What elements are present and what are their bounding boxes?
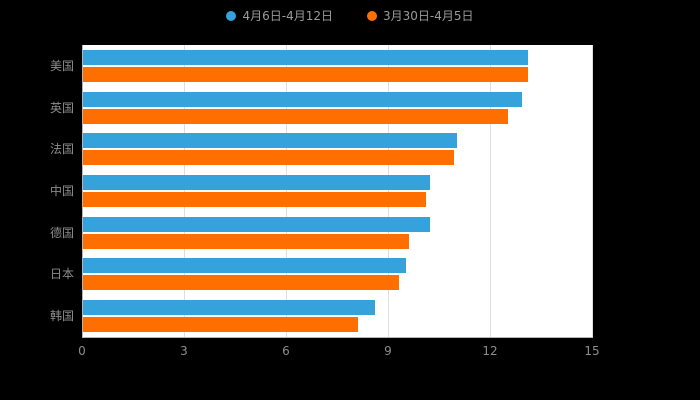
bar bbox=[83, 133, 457, 148]
bar bbox=[83, 50, 528, 65]
bar bbox=[83, 317, 358, 332]
x-tick-label: 9 bbox=[384, 344, 392, 358]
legend-marker-blue-icon bbox=[226, 10, 237, 21]
x-tick-label: 12 bbox=[482, 344, 498, 358]
gridline bbox=[592, 45, 593, 337]
x-tick-label: 15 bbox=[584, 344, 600, 358]
y-category-label: 英国 bbox=[49, 101, 74, 115]
y-category-label: 中国 bbox=[49, 184, 74, 198]
bar bbox=[83, 217, 430, 232]
y-category-label: 美国 bbox=[49, 59, 74, 73]
y-axis-labels: 美国英国法国中国德国日本韩国 bbox=[0, 45, 74, 337]
plot-area bbox=[82, 45, 593, 337]
y-axis-line bbox=[82, 45, 83, 337]
legend: 4月6日-4月12日 3月30日-4月5日 bbox=[0, 7, 700, 24]
bar bbox=[83, 300, 375, 315]
legend-item-mar30-apr5[interactable]: 3月30日-4月5日 bbox=[367, 7, 474, 24]
y-category-label: 法国 bbox=[49, 142, 74, 156]
bar bbox=[83, 67, 528, 82]
x-axis-line bbox=[82, 337, 593, 338]
y-category-label: 日本 bbox=[49, 267, 74, 281]
bar bbox=[83, 192, 426, 207]
legend-label-apr6-apr12: 4月6日-4月12日 bbox=[242, 9, 333, 23]
y-category-label: 德国 bbox=[49, 226, 74, 240]
bar bbox=[83, 92, 522, 107]
x-tick-label: 6 bbox=[282, 344, 290, 358]
bar bbox=[83, 234, 409, 249]
gridline bbox=[388, 45, 389, 337]
y-category-label: 韩国 bbox=[49, 309, 74, 323]
bar bbox=[83, 150, 454, 165]
bar bbox=[83, 275, 399, 290]
x-tick-label: 3 bbox=[180, 344, 188, 358]
legend-item-apr6-apr12[interactable]: 4月6日-4月12日 bbox=[226, 7, 333, 24]
gridline bbox=[490, 45, 491, 337]
bar bbox=[83, 175, 430, 190]
bar bbox=[83, 258, 406, 273]
bar bbox=[83, 109, 508, 124]
x-axis-labels: 0 3 6 9 12 15 bbox=[78, 344, 599, 362]
gridline bbox=[184, 45, 185, 337]
x-tick-label: 0 bbox=[78, 344, 86, 358]
legend-label-mar30-apr5: 3月30日-4月5日 bbox=[383, 9, 474, 23]
gridline bbox=[286, 45, 287, 337]
legend-marker-orange-icon bbox=[367, 10, 377, 21]
